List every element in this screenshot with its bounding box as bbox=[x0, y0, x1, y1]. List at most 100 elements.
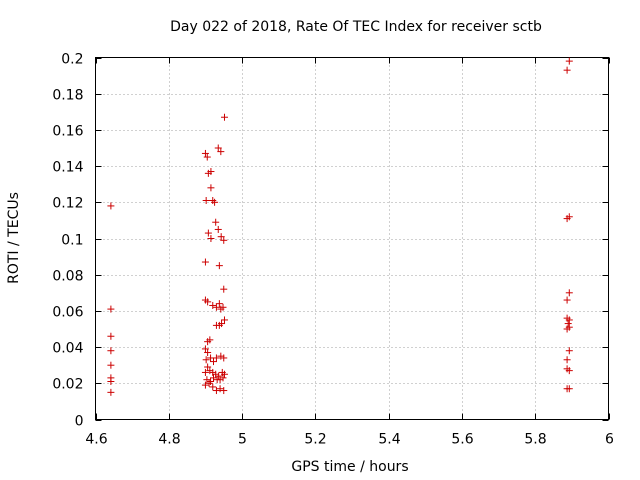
data-point bbox=[215, 300, 223, 308]
x-axis-label: GPS time / hours bbox=[291, 459, 408, 475]
data-point bbox=[201, 345, 209, 353]
data-point bbox=[206, 367, 214, 375]
x-tick-label: 5.8 bbox=[524, 432, 546, 448]
y-axis-label: ROTI / TECUs bbox=[6, 192, 22, 284]
data-point bbox=[564, 320, 572, 328]
data-point bbox=[107, 377, 115, 385]
x-tick-label: 5.4 bbox=[378, 432, 400, 448]
data-point bbox=[211, 198, 219, 206]
data-point bbox=[214, 225, 222, 233]
x-tick-label: 5 bbox=[238, 432, 247, 448]
data-point bbox=[563, 66, 571, 74]
data-point bbox=[220, 370, 228, 378]
data-point bbox=[203, 376, 211, 384]
data-point bbox=[215, 372, 223, 380]
data-point bbox=[217, 352, 225, 360]
data-point bbox=[209, 383, 217, 391]
data-point bbox=[204, 349, 212, 357]
chart-title: Day 022 of 2018, Rate Of TEC Index for r… bbox=[170, 19, 542, 35]
data-point bbox=[209, 358, 217, 366]
data-point bbox=[212, 218, 220, 226]
data-points bbox=[107, 57, 573, 396]
y-tick-label: 0 bbox=[75, 414, 84, 430]
data-point bbox=[220, 387, 228, 395]
y-tick-label: 0.18 bbox=[52, 88, 83, 104]
data-point bbox=[563, 215, 571, 223]
data-point bbox=[202, 356, 210, 364]
data-point bbox=[201, 381, 209, 389]
data-point bbox=[565, 289, 573, 297]
x-tick-labels: 4.6 4.8 5 5.2 5.4 5.6 5.8 6 bbox=[85, 432, 614, 448]
data-point bbox=[203, 153, 211, 161]
data-point bbox=[216, 385, 224, 393]
data-point bbox=[107, 361, 115, 369]
data-point bbox=[201, 258, 209, 266]
data-point bbox=[204, 363, 212, 371]
data-point bbox=[107, 332, 115, 340]
data-point bbox=[209, 196, 217, 204]
data-point bbox=[565, 385, 573, 393]
data-point bbox=[565, 323, 573, 331]
data-point bbox=[220, 285, 228, 293]
data-point bbox=[563, 296, 571, 304]
data-point bbox=[209, 368, 217, 376]
data-point bbox=[202, 196, 210, 204]
y-tick-labels: 0 0.02 0.04 0.06 0.08 0.1 0.12 0.14 0.16 0.18 0.2 bbox=[52, 52, 83, 430]
y-tick-label: 0.06 bbox=[52, 305, 83, 321]
y-tick-label: 0.14 bbox=[52, 160, 83, 176]
data-point bbox=[207, 354, 215, 362]
data-point bbox=[217, 148, 225, 156]
y-tick-label: 0.02 bbox=[52, 377, 83, 393]
plot-frame bbox=[95, 57, 609, 420]
y-tick-label: 0.12 bbox=[52, 196, 83, 212]
data-point bbox=[212, 370, 220, 378]
x-tick-label: 4.6 bbox=[85, 432, 107, 448]
data-point bbox=[565, 316, 573, 324]
data-point bbox=[217, 233, 225, 241]
data-point bbox=[220, 113, 228, 121]
data-point bbox=[215, 262, 223, 270]
data-point bbox=[209, 301, 217, 309]
x-tick-label: 5.6 bbox=[451, 432, 473, 448]
data-point bbox=[219, 374, 227, 382]
data-point bbox=[212, 387, 220, 395]
data-point bbox=[565, 367, 573, 375]
data-point bbox=[107, 388, 115, 396]
grid-lines bbox=[95, 57, 609, 420]
data-point bbox=[220, 316, 228, 324]
data-point bbox=[209, 374, 217, 382]
data-point bbox=[207, 184, 215, 192]
data-point bbox=[207, 235, 215, 242]
data-point bbox=[204, 229, 212, 237]
data-point bbox=[218, 320, 226, 328]
y-tick-label: 0.2 bbox=[61, 52, 83, 68]
x-tick-label: 6 bbox=[605, 432, 614, 448]
x-tick-label: 4.8 bbox=[158, 432, 180, 448]
data-point bbox=[204, 338, 212, 346]
y-tick-label: 0.08 bbox=[52, 269, 83, 285]
data-point bbox=[207, 377, 215, 385]
data-point bbox=[216, 376, 224, 384]
data-point bbox=[563, 356, 571, 364]
data-point bbox=[565, 57, 573, 65]
data-point bbox=[212, 303, 220, 311]
data-point bbox=[565, 347, 573, 355]
data-point bbox=[214, 144, 222, 152]
data-point bbox=[107, 305, 115, 313]
data-point bbox=[205, 379, 213, 387]
data-point bbox=[219, 303, 227, 311]
data-point bbox=[220, 236, 228, 244]
data-point bbox=[212, 354, 220, 362]
y-tick-label: 0.04 bbox=[52, 341, 83, 357]
data-point bbox=[201, 149, 209, 157]
data-point bbox=[207, 168, 215, 176]
y-tick-label: 0.1 bbox=[61, 233, 83, 249]
axis-ticks bbox=[95, 57, 610, 421]
x-tick-label: 5.2 bbox=[304, 432, 326, 448]
data-point bbox=[204, 298, 212, 306]
data-point bbox=[107, 347, 115, 355]
data-point bbox=[201, 368, 209, 376]
data-point bbox=[220, 354, 228, 362]
y-tick-label: 0.16 bbox=[52, 124, 83, 140]
